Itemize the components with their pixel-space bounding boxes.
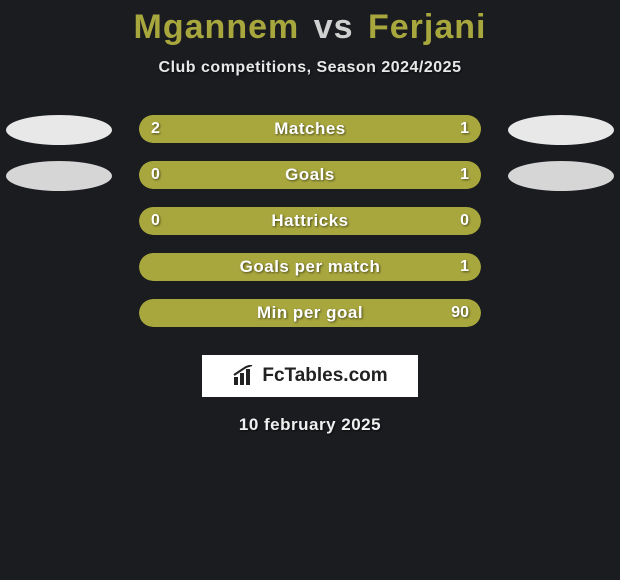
subtitle: Club competitions, Season 2024/2025 [0,59,620,77]
stat-row: 01Goals [139,161,481,189]
player1-name: Mgannem [134,8,300,46]
row-label: Hattricks [139,207,481,235]
player2-badge-matches [508,115,614,145]
stat-rows: 21Matches 01Goals 00Hattricks 1Goals per ma… [139,115,481,327]
stat-row: 1Goals per match [139,253,481,281]
comparison-infographic: Mgannem vs Ferjani Club competitions, Se… [0,0,620,580]
player2-name: Ferjani [368,8,486,46]
page-title: Mgannem vs Ferjani [0,0,620,47]
player1-badge-matches [6,115,112,145]
row-label: Goals [139,161,481,189]
stat-row: 21Matches [139,115,481,143]
vs-separator: vs [314,8,354,46]
player1-badge-goals [6,161,112,191]
player2-badge-goals [508,161,614,191]
date-text: 10 february 2025 [0,415,620,435]
stat-row: 90Min per goal [139,299,481,327]
chart-area: 21Matches 01Goals 00Hattricks 1Goals per ma… [0,115,620,345]
stat-row: 00Hattricks [139,207,481,235]
row-label: Matches [139,115,481,143]
row-label: Goals per match [139,253,481,281]
brand-chart-icon [232,365,258,387]
brand-text: FcTables.com [262,365,387,387]
row-label: Min per goal [139,299,481,327]
brand-box: FcTables.com [202,355,418,397]
